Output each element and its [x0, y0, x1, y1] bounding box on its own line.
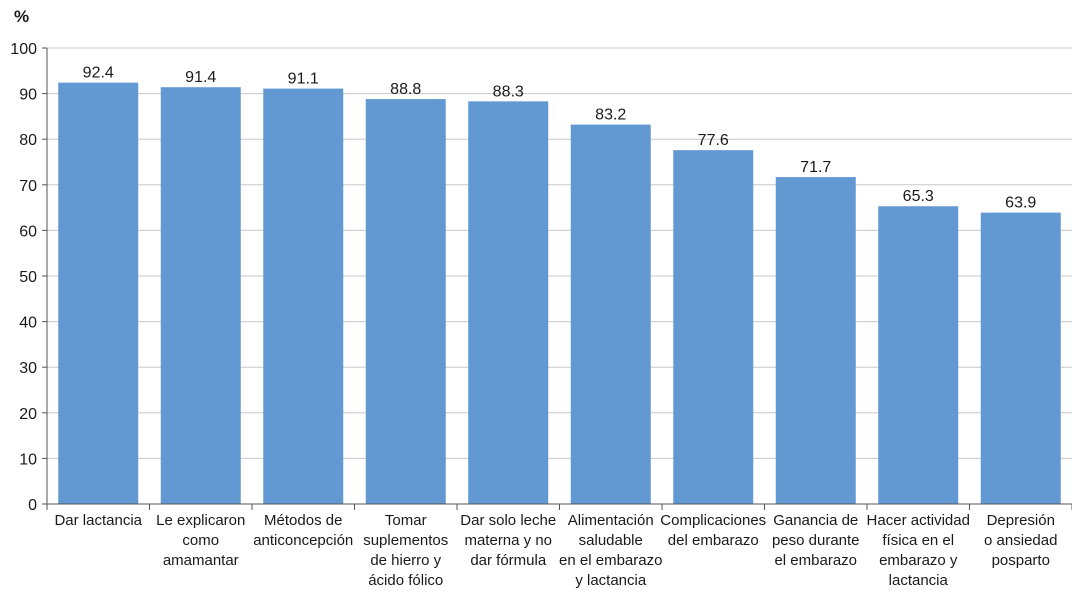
- category-label-line: saludable: [579, 532, 643, 549]
- category-label-line: Dar solo leche: [460, 512, 556, 529]
- category-label-line: embarazo y: [879, 552, 958, 569]
- bar-value-label: 88.3: [493, 83, 524, 100]
- category-label-line: suplementos: [363, 532, 448, 549]
- y-tick-label: 100: [10, 41, 37, 58]
- category-label: Alimentación saludable en el embarazo y lac…: [559, 512, 662, 589]
- category-label-line: o ansiedad: [984, 532, 1057, 549]
- category-label-line: en el embarazo: [559, 552, 662, 569]
- bar: [160, 87, 241, 504]
- bars: [58, 82, 1061, 505]
- category-label-line: Alimentación: [568, 512, 654, 529]
- bar-value-label: 65.3: [903, 188, 934, 205]
- y-tick-label: 20: [19, 406, 37, 423]
- category-label-line: Tomar: [385, 512, 427, 529]
- category-label: Métodos de anticoncepción: [253, 512, 353, 549]
- bar-value-label: 92.4: [83, 65, 114, 82]
- category-label: Dar lactancia: [54, 512, 142, 529]
- category-label: Le explicaron como amamantar: [156, 512, 245, 569]
- category-label-line: Métodos de: [264, 512, 342, 529]
- category-label-line: anticoncepción: [253, 532, 353, 549]
- category-label: Tomar suplementos de hierro y ácido fólico: [363, 512, 448, 589]
- category-label: Depresión o ansiedad posparto: [984, 512, 1057, 569]
- category-label: Complicaciones del embarazo: [660, 512, 766, 549]
- y-tick-label: 70: [19, 178, 37, 195]
- y-tick-label: 10: [19, 451, 37, 468]
- x-axis-ticks: [46, 504, 1072, 510]
- bar-value-label: 91.4: [185, 69, 216, 86]
- category-label-line: lactancia: [889, 572, 949, 589]
- bar: [468, 101, 549, 505]
- category-label-line: del embarazo: [668, 532, 759, 549]
- category-label-line: física en el: [882, 532, 954, 549]
- bar: [365, 99, 446, 505]
- bar: [980, 212, 1061, 504]
- bar-value-label: 71.7: [800, 159, 831, 176]
- category-label-line: Ganancia de: [773, 512, 858, 529]
- bar: [570, 124, 651, 504]
- category-label: Dar solo leche materna y no dar fórmula: [460, 512, 556, 569]
- category-label-line: Depresión: [987, 512, 1055, 529]
- y-tick-label: 90: [19, 87, 37, 104]
- category-label-line: posparto: [992, 552, 1050, 569]
- category-label: Hacer actividad física en el embarazo y lac…: [867, 512, 970, 589]
- category-label-line: materna y no: [464, 532, 552, 549]
- bar-value-label: 83.2: [595, 107, 626, 124]
- category-label-line: como: [182, 532, 219, 549]
- bar-value-label: 77.6: [698, 132, 729, 149]
- bar-value-label: 63.9: [1005, 195, 1036, 212]
- bar-value-label: 88.8: [390, 81, 421, 98]
- category-label-line: el embarazo: [774, 552, 857, 569]
- y-tick-label: 30: [19, 360, 37, 377]
- category-label-line: dar fórmula: [470, 552, 547, 569]
- category-label: Ganancia de peso durante el embarazo: [772, 512, 860, 569]
- y-axis-ticks: 0 10 20 30 40 50 60 70 80 90 100: [10, 41, 47, 514]
- category-label-line: Hacer actividad: [867, 512, 970, 529]
- bar: [58, 82, 139, 504]
- bar: [775, 177, 856, 504]
- y-tick-label: 60: [19, 223, 37, 240]
- category-label-line: Le explicaron: [156, 512, 245, 529]
- category-labels: Dar lactancia Le explicaron como amamantar M…: [54, 512, 1057, 589]
- category-label-line: Complicaciones: [660, 512, 766, 529]
- category-label-line: de hierro y: [370, 552, 441, 569]
- y-tick-label: 50: [19, 269, 37, 286]
- y-tick-label: 0: [28, 497, 37, 514]
- y-axis-unit-label: %: [14, 7, 29, 26]
- bar: [878, 206, 959, 504]
- bar-value-label: 91.1: [288, 71, 319, 88]
- category-label-line: amamantar: [163, 552, 239, 569]
- bar: [263, 88, 344, 505]
- category-label-line: y lactancia: [575, 572, 647, 589]
- value-labels: 92.4 91.4 91.1 88.8 88.3 83.2 77.6 71.7 65.3 63.9: [83, 65, 1037, 212]
- category-label-line: Dar lactancia: [54, 512, 142, 529]
- bar: [673, 150, 754, 505]
- y-tick-label: 80: [19, 132, 37, 149]
- category-label-line: ácido fólico: [368, 572, 443, 589]
- category-label-line: peso durante: [772, 532, 860, 549]
- y-tick-label: 40: [19, 315, 37, 332]
